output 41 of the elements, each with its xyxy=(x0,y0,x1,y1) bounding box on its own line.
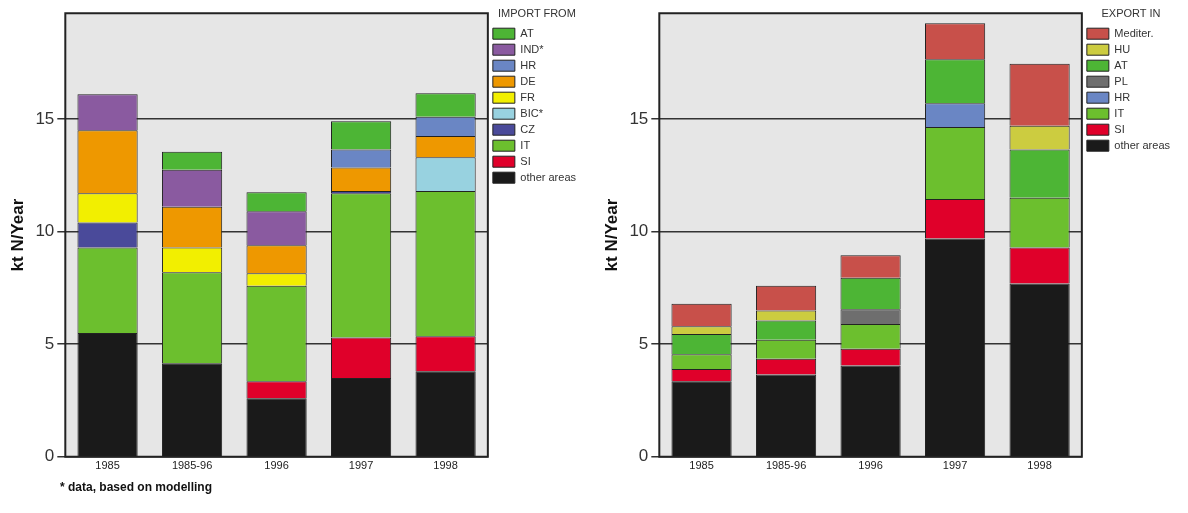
x-tick-label: 1985 xyxy=(95,459,120,472)
legend-label: Mediter. xyxy=(1114,26,1154,39)
y-tick-label: 15 xyxy=(35,108,55,128)
y-tick-label: 5 xyxy=(44,333,55,353)
legend-label: IND* xyxy=(520,42,545,55)
legend-label: HR xyxy=(520,58,537,71)
legend-label: DE xyxy=(520,74,536,87)
legend-label: HU xyxy=(1114,42,1131,55)
legend-label: BIC* xyxy=(520,106,544,119)
x-tick-label: 1998 xyxy=(1027,459,1052,472)
x-tick-label: 1997 xyxy=(942,459,968,472)
y-axis-title: kt N/Year xyxy=(7,198,27,272)
x-tick-label: 1985 xyxy=(689,459,714,472)
legend-label: SI xyxy=(520,154,531,167)
y-tick-label: 15 xyxy=(629,108,649,128)
legend-label: IT xyxy=(520,138,531,151)
legend-label: CZ xyxy=(520,122,536,135)
legend-label: AT xyxy=(1114,58,1128,71)
y-tick-label: 0 xyxy=(638,446,649,466)
x-tick-label: 1985-96 xyxy=(765,459,807,472)
y-tick-label: 0 xyxy=(44,446,55,466)
legend-label: IT xyxy=(1114,106,1125,119)
y-axis-title: kt N/Year xyxy=(601,198,621,272)
y-tick-label: 10 xyxy=(629,221,649,241)
x-tick-label: 1998 xyxy=(433,459,458,472)
y-tick-label: 10 xyxy=(35,221,55,241)
legend-label: other areas xyxy=(1114,138,1171,151)
x-tick-label: 1996 xyxy=(264,459,289,472)
legend-label: PL xyxy=(1114,74,1128,87)
legend-title: IMPORT FROM xyxy=(498,6,576,19)
legend-label: FR xyxy=(520,90,536,103)
legend-label: other areas xyxy=(520,170,577,183)
y-tick-label: 5 xyxy=(638,333,649,353)
legend-title: EXPORT IN xyxy=(1101,6,1161,19)
legend-label: AT xyxy=(520,26,534,39)
legend-label: HR xyxy=(1114,90,1131,103)
x-tick-label: 1985-96 xyxy=(171,459,213,472)
x-tick-label: 1996 xyxy=(858,459,883,472)
x-tick-label: 1997 xyxy=(348,459,374,472)
legend-label: SI xyxy=(1114,122,1125,135)
text: * data, based on modelling xyxy=(60,480,214,494)
